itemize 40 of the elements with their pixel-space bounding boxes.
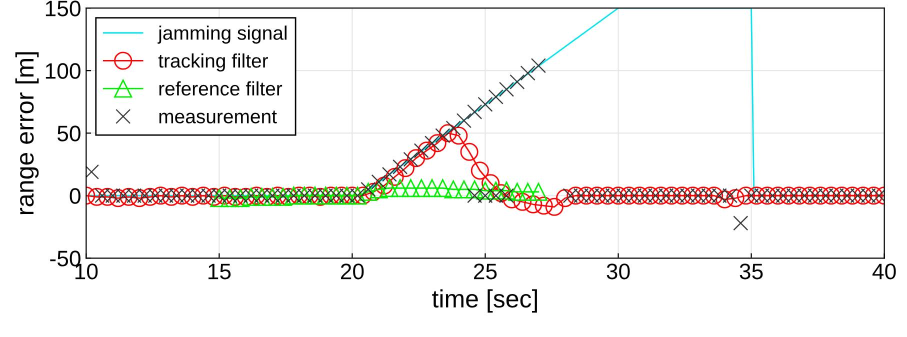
x-tick-label: 20 — [340, 264, 364, 280]
x-tick-label: 25 — [474, 264, 497, 280]
x-tick-label: 40 — [872, 264, 896, 280]
point — [444, 180, 462, 198]
point — [466, 180, 484, 198]
y-tick-label: 100 — [46, 63, 80, 79]
point — [476, 182, 494, 200]
point — [210, 189, 228, 208]
point — [412, 179, 430, 198]
point — [518, 182, 537, 201]
point — [434, 179, 452, 198]
point — [252, 188, 271, 206]
point — [508, 182, 526, 201]
point — [423, 179, 442, 198]
point — [529, 182, 548, 201]
point — [498, 182, 516, 200]
point — [380, 179, 398, 198]
legend-label: tracking filter — [158, 53, 268, 72]
point — [274, 188, 292, 206]
y-axis-title: range error [m] — [15, 52, 39, 214]
point — [486, 182, 505, 200]
point — [402, 179, 420, 198]
x-tick-label: 15 — [208, 264, 231, 280]
point — [359, 182, 378, 201]
point — [242, 188, 260, 206]
point — [391, 179, 410, 198]
point — [370, 180, 388, 198]
y-tick-label: 0 — [70, 188, 80, 204]
y-tick-label: 150 — [46, 0, 80, 16]
legend-label: measurement — [159, 110, 277, 124]
x-axis-title: time [sec] — [432, 289, 537, 313]
x-tick-label: 35 — [740, 264, 763, 280]
point — [231, 189, 250, 208]
x-tick-label: 30 — [606, 264, 630, 280]
point — [263, 188, 282, 206]
point — [220, 189, 239, 208]
y-tick-label: 50 — [57, 126, 80, 142]
legend-label: reference filter — [159, 81, 282, 96]
point — [454, 180, 473, 198]
legend-label: jamming signal — [158, 26, 286, 44]
